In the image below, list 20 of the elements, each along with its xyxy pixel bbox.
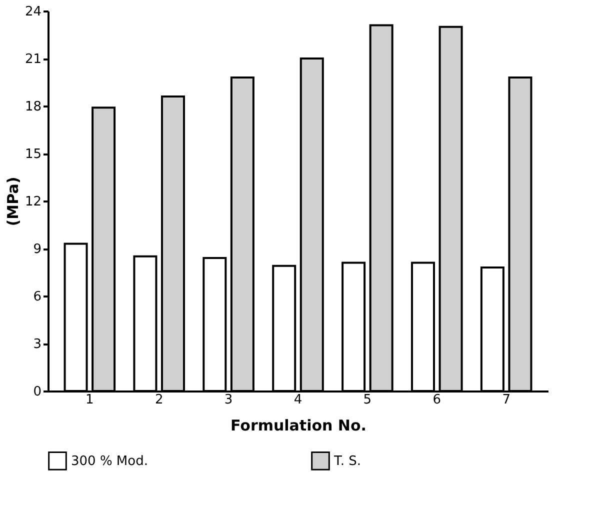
x-tick-label: 1 <box>86 392 94 408</box>
y-tick-label: 15 <box>24 147 42 162</box>
x-axis-title: Formulation No. <box>230 416 366 434</box>
y-tick-label: 18 <box>24 100 42 114</box>
x-tick-label: 6 <box>432 392 442 408</box>
y-tick-label: 0 <box>33 384 42 400</box>
x-tick-label: 7 <box>502 392 510 408</box>
x-tick-label: 3 <box>224 392 233 408</box>
y-tick-label: 9 <box>33 242 42 257</box>
legend-label: T. S. <box>333 454 362 469</box>
legend-label: 300 % Mod. <box>71 454 148 469</box>
y-tick-label: 21 <box>24 52 42 67</box>
y-tick-label: 6 <box>33 290 42 304</box>
y-axis-title: (MPa) <box>4 176 22 226</box>
x-tick-label: 5 <box>363 392 372 408</box>
y-tick-label: 24 <box>24 4 42 20</box>
y-tick-label: 12 <box>24 194 42 210</box>
x-tick-label: 4 <box>294 392 302 408</box>
x-tick-label: 2 <box>154 392 164 408</box>
y-tick-label: 3 <box>33 337 42 352</box>
